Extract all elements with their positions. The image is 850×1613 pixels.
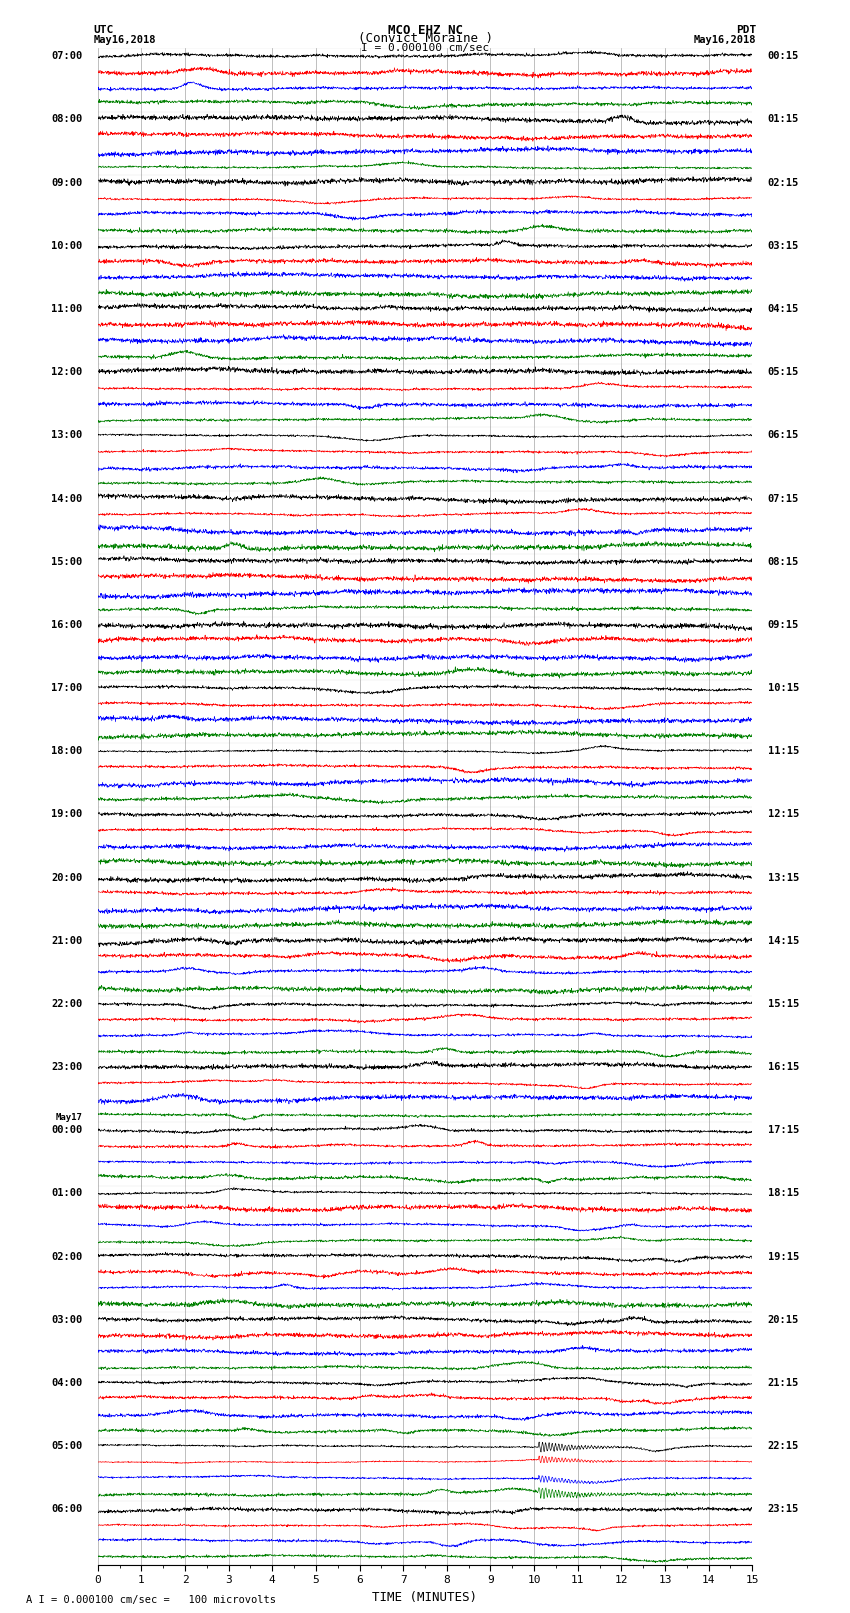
Text: 09:15: 09:15: [768, 619, 799, 629]
Text: 05:15: 05:15: [768, 368, 799, 377]
Text: 12:15: 12:15: [768, 810, 799, 819]
Text: 05:00: 05:00: [51, 1440, 82, 1452]
Text: 22:00: 22:00: [51, 998, 82, 1008]
Text: 04:00: 04:00: [51, 1378, 82, 1387]
Text: 18:00: 18:00: [51, 747, 82, 756]
Text: 06:15: 06:15: [768, 431, 799, 440]
Text: 12:00: 12:00: [51, 368, 82, 377]
Text: 11:15: 11:15: [768, 747, 799, 756]
Text: 01:00: 01:00: [51, 1189, 82, 1198]
Text: 19:15: 19:15: [768, 1252, 799, 1261]
Text: 07:00: 07:00: [51, 52, 82, 61]
Text: 20:15: 20:15: [768, 1315, 799, 1324]
Text: 04:15: 04:15: [768, 303, 799, 315]
Text: UTC: UTC: [94, 26, 114, 35]
Text: 23:00: 23:00: [51, 1061, 82, 1073]
Text: May16,2018: May16,2018: [94, 35, 156, 45]
Text: 23:15: 23:15: [768, 1505, 799, 1515]
Text: 10:15: 10:15: [768, 682, 799, 694]
Text: 02:15: 02:15: [768, 177, 799, 187]
Text: 13:15: 13:15: [768, 873, 799, 882]
Text: 17:15: 17:15: [768, 1126, 799, 1136]
Text: 01:15: 01:15: [768, 115, 799, 124]
X-axis label: TIME (MINUTES): TIME (MINUTES): [372, 1590, 478, 1603]
Text: 16:00: 16:00: [51, 619, 82, 629]
Text: 16:15: 16:15: [768, 1061, 799, 1073]
Text: 15:00: 15:00: [51, 556, 82, 566]
Text: (Convict Moraine ): (Convict Moraine ): [358, 32, 492, 45]
Text: 06:00: 06:00: [51, 1505, 82, 1515]
Text: 10:00: 10:00: [51, 240, 82, 250]
Text: 00:15: 00:15: [768, 52, 799, 61]
Text: I = 0.000100 cm/sec: I = 0.000100 cm/sec: [361, 44, 489, 53]
Text: 13:00: 13:00: [51, 431, 82, 440]
Text: 17:00: 17:00: [51, 682, 82, 694]
Text: 00:00: 00:00: [51, 1126, 82, 1136]
Text: 11:00: 11:00: [51, 303, 82, 315]
Text: 02:00: 02:00: [51, 1252, 82, 1261]
Text: 18:15: 18:15: [768, 1189, 799, 1198]
Text: 19:00: 19:00: [51, 810, 82, 819]
Text: 08:00: 08:00: [51, 115, 82, 124]
Text: 21:00: 21:00: [51, 936, 82, 945]
Text: 14:15: 14:15: [768, 936, 799, 945]
Text: PDT: PDT: [736, 26, 756, 35]
Text: 03:15: 03:15: [768, 240, 799, 250]
Text: 20:00: 20:00: [51, 873, 82, 882]
Text: 14:00: 14:00: [51, 494, 82, 503]
Text: A I = 0.000100 cm/sec =   100 microvolts: A I = 0.000100 cm/sec = 100 microvolts: [26, 1595, 275, 1605]
Text: 22:15: 22:15: [768, 1440, 799, 1452]
Text: 03:00: 03:00: [51, 1315, 82, 1324]
Text: May16,2018: May16,2018: [694, 35, 756, 45]
Text: 07:15: 07:15: [768, 494, 799, 503]
Text: May17: May17: [55, 1113, 82, 1123]
Text: 08:15: 08:15: [768, 556, 799, 566]
Text: 15:15: 15:15: [768, 998, 799, 1008]
Text: 09:00: 09:00: [51, 177, 82, 187]
Text: MCO EHZ NC: MCO EHZ NC: [388, 24, 462, 37]
Text: 21:15: 21:15: [768, 1378, 799, 1387]
